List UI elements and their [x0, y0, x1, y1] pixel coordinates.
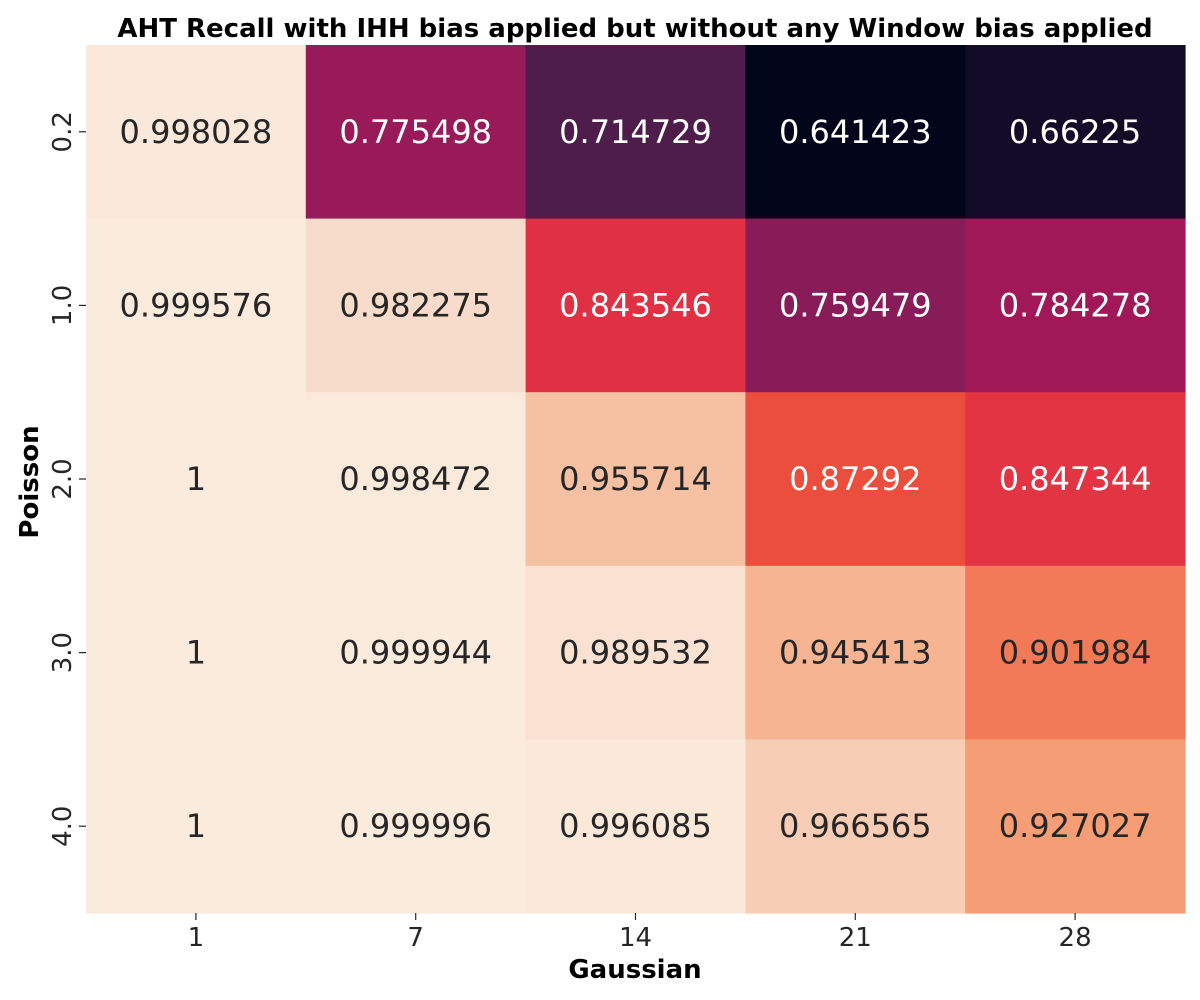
y-tick-label: 4.0: [48, 806, 78, 847]
y-axis-ticks: 0.2 1.0 2.0 3.0 4.0: [48, 111, 86, 847]
heatmap-cell: [305, 565, 527, 740]
cell-value-label: 0.945413: [779, 634, 932, 672]
heatmap-cell: [965, 565, 1186, 740]
cell-value-label: 0.996085: [559, 807, 712, 845]
x-axis-label: Gaussian: [568, 955, 701, 985]
heatmap-cell: [525, 218, 746, 393]
cell-value-label: 1: [186, 634, 206, 672]
cell-value-label: 0.901984: [999, 634, 1152, 672]
cell-value-label: 0.966565: [779, 807, 932, 845]
heatmap-cell: [86, 565, 307, 740]
cell-value-label: 0.87292: [789, 460, 921, 498]
cell-value-label: 0.775498: [339, 113, 492, 151]
cell-value-label: 0.759479: [779, 286, 932, 324]
cell-value-label: 0.847344: [999, 460, 1152, 498]
heatmap-cell: [745, 218, 966, 393]
heatmap-cell: [305, 218, 527, 393]
cell-value-label: 0.927027: [999, 807, 1152, 845]
cell-value-label: 0.641423: [779, 113, 932, 151]
x-tick-label: 7: [407, 923, 424, 953]
cell-value-label: 0.714729: [559, 113, 712, 151]
heatmap-cell: [525, 392, 746, 567]
heatmap-cell: [86, 392, 307, 567]
cell-value-label: 0.843546: [559, 286, 712, 324]
cell-value-label: 1: [186, 807, 206, 845]
cell-value-label: 0.784278: [999, 286, 1152, 324]
heatmap-cell: [525, 739, 746, 914]
heatmap-cell: [745, 45, 966, 220]
y-axis-label: Poisson: [15, 425, 45, 538]
y-tick-label: 3.0: [48, 632, 78, 673]
heatmap-cell: [965, 218, 1186, 393]
cell-value-label: 0.982275: [339, 286, 492, 324]
x-axis-ticks: 1 7 14 21 28: [188, 913, 1092, 953]
heatmap-cell: [965, 45, 1186, 220]
cell-value-label: 0.989532: [559, 634, 712, 672]
heatmap-cell: [745, 565, 966, 740]
y-tick-label: 1.0: [48, 285, 78, 326]
x-tick-label: 1: [188, 923, 205, 953]
y-tick-label: 2.0: [48, 458, 78, 499]
heatmap-cell: [525, 565, 746, 740]
cell-value-label: 0.999996: [339, 807, 492, 845]
heatmap-cell: [86, 218, 307, 393]
heatmap-cell: [965, 392, 1186, 567]
heatmap-cells: 0.998028 0.775498 0.714729 0.641423 0.66225 0…: [86, 45, 1186, 914]
heatmap-cell: [965, 739, 1186, 914]
heatmap-cell: [525, 45, 746, 220]
heatmap-cell: [305, 392, 527, 567]
heatmap-cell: [745, 392, 966, 567]
heatmap-cell: [86, 45, 307, 220]
cell-value-label: 0.999576: [120, 286, 273, 324]
y-tick-label: 0.2: [48, 111, 78, 152]
chart-title: AHT Recall with IHH bias applied but wit…: [117, 14, 1152, 44]
heatmap-cell: [86, 739, 307, 914]
cell-value-label: 0.998028: [120, 113, 273, 151]
cell-value-label: 0.955714: [559, 460, 712, 498]
x-tick-label: 14: [619, 923, 652, 953]
heatmap-cell: [305, 45, 527, 220]
cell-value-label: 0.998472: [339, 460, 492, 498]
x-tick-label: 21: [839, 923, 872, 953]
cell-value-label: 0.999944: [339, 634, 492, 672]
heatmap-cell: [305, 739, 527, 914]
x-tick-label: 28: [1059, 923, 1092, 953]
cell-value-label: 0.66225: [1009, 113, 1141, 151]
heatmap-cell: [745, 739, 966, 914]
cell-value-label: 1: [186, 460, 206, 498]
